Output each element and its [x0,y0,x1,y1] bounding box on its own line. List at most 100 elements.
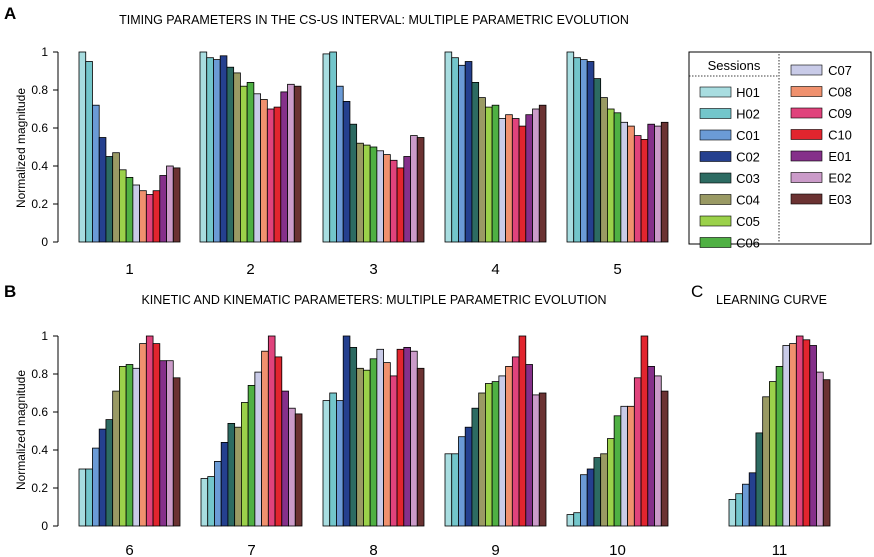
bar-4-h02 [451,57,459,243]
bar-7-c05 [240,402,249,527]
bar-5-e03 [660,121,669,243]
bar-10-h01 [566,514,575,527]
legend-swatch-c10 [790,129,823,140]
bar-3-c05 [362,144,371,243]
bar-4-h01 [444,51,453,243]
bar-2-h02 [206,57,214,243]
legend-label-e01: E01 [828,149,851,164]
bar-4-c09 [511,118,520,243]
bar-7-c07 [254,371,262,527]
bar-5-c06 [613,112,622,243]
legend-label-c05: C05 [736,214,760,229]
bar-11-c10 [802,339,811,527]
bar-2-e02 [287,83,295,243]
bar-3-c01 [336,85,344,243]
bar-1-e02 [166,165,174,243]
bar-4-c07 [498,118,506,243]
group-label-11: 11 [772,542,788,557]
bar-7-e01 [281,390,289,527]
bar-6-c02 [98,428,107,527]
bar-4-e03 [538,104,547,243]
legend-swatch-c09 [790,107,823,119]
bar-8-h02 [329,392,337,527]
bar-9-e02 [532,394,540,527]
legend-swatch-h02 [699,108,732,119]
bar-3-e01 [403,156,411,243]
legend-title: Sessions [708,58,761,73]
bar-6-c06 [125,364,134,527]
bar-9-c03 [471,407,480,527]
bar-1-c10 [152,190,161,243]
bar-8-c03 [349,346,358,527]
bar-9-c07 [498,375,506,527]
bar-6-c05 [119,365,127,527]
bar-8-c04 [356,367,364,527]
legend-label-c08: C08 [828,85,852,100]
bar-4-c02 [464,61,473,243]
bar-9-c02 [464,426,473,527]
bar-8-c08 [383,362,391,527]
bar-6-c03 [105,419,114,527]
bar-8-h01 [322,400,331,527]
legend: Sessions H01 H02 C01 C02 C03 C04 C05 C06 C07 C08 C… [688,51,872,251]
bar-8-c09 [389,375,398,527]
bar-5-c08 [627,125,635,243]
bar-8-c10 [396,348,405,527]
bar-8-c02 [342,335,351,527]
bar-11-c05 [769,381,777,527]
panel-a-letter: A [4,4,16,23]
bar-5-h01 [566,51,575,243]
bar-2-c10 [273,106,282,243]
bar-4-c10 [518,125,527,243]
legend-swatch-h01 [699,86,732,98]
bar-5-c01 [580,59,588,243]
bar-5-e02 [654,125,662,243]
bar-11-h02 [735,493,743,527]
bar-7-c01 [214,460,222,527]
bar-10-c07 [620,405,628,527]
panel-b-y-tick-label: 0 [41,519,48,533]
legend-swatch-c01 [699,129,732,141]
group-label-4: 4 [491,261,499,278]
group-label-7: 7 [247,542,255,557]
bar-9-e01 [525,364,533,527]
bar-1-c02 [98,137,107,243]
legend-swatch-c02 [699,151,732,162]
bar-7-c09 [267,335,276,527]
bar-9-c10 [518,335,527,527]
bar-11-c06 [775,365,784,527]
group-label-5: 5 [613,261,621,278]
bar-5-c10 [640,138,649,243]
bar-2-c07 [253,93,261,243]
bar-3-c09 [389,159,398,243]
legend-label-h02: H02 [736,107,760,122]
bar-4-c01 [458,64,466,243]
bar-5-c02 [586,61,595,243]
legend-swatch-e02 [790,172,823,183]
bar-2-c08 [260,99,268,243]
legend-label-h01: H01 [736,85,760,100]
bar-6-h02 [85,468,93,527]
bar-6-e02 [166,360,174,527]
bar-8-c06 [369,358,378,527]
group-label-8: 8 [369,542,377,557]
bar-3-c04 [356,142,364,243]
legend-items: H01 H02 C01 C02 C03 C04 C05 C06 C07 C08 C09 C10 E01 E… [699,63,852,251]
bar-7-h02 [207,476,215,527]
bar-2-c05 [239,85,248,243]
bar-10-c03 [593,457,602,527]
bar-6-e03 [172,377,181,527]
bar-3-c10 [396,167,405,243]
bar-4-e02 [532,108,540,243]
group-label-10: 10 [609,542,626,557]
panel-a-title: TIMING PARAMETERS IN THE CS-US INTERVAL:… [119,13,629,27]
panel-a-y-tick-label: 0 [41,235,48,249]
bar-6-h01 [78,468,87,527]
bar-4-e01 [525,114,533,243]
bar-1-c07 [132,184,140,243]
bar-11-c03 [755,432,764,527]
panel-a-y-tick-label: 0.2 [31,197,48,211]
bar-1-h01 [78,51,87,243]
bar-1-e03 [172,167,181,243]
